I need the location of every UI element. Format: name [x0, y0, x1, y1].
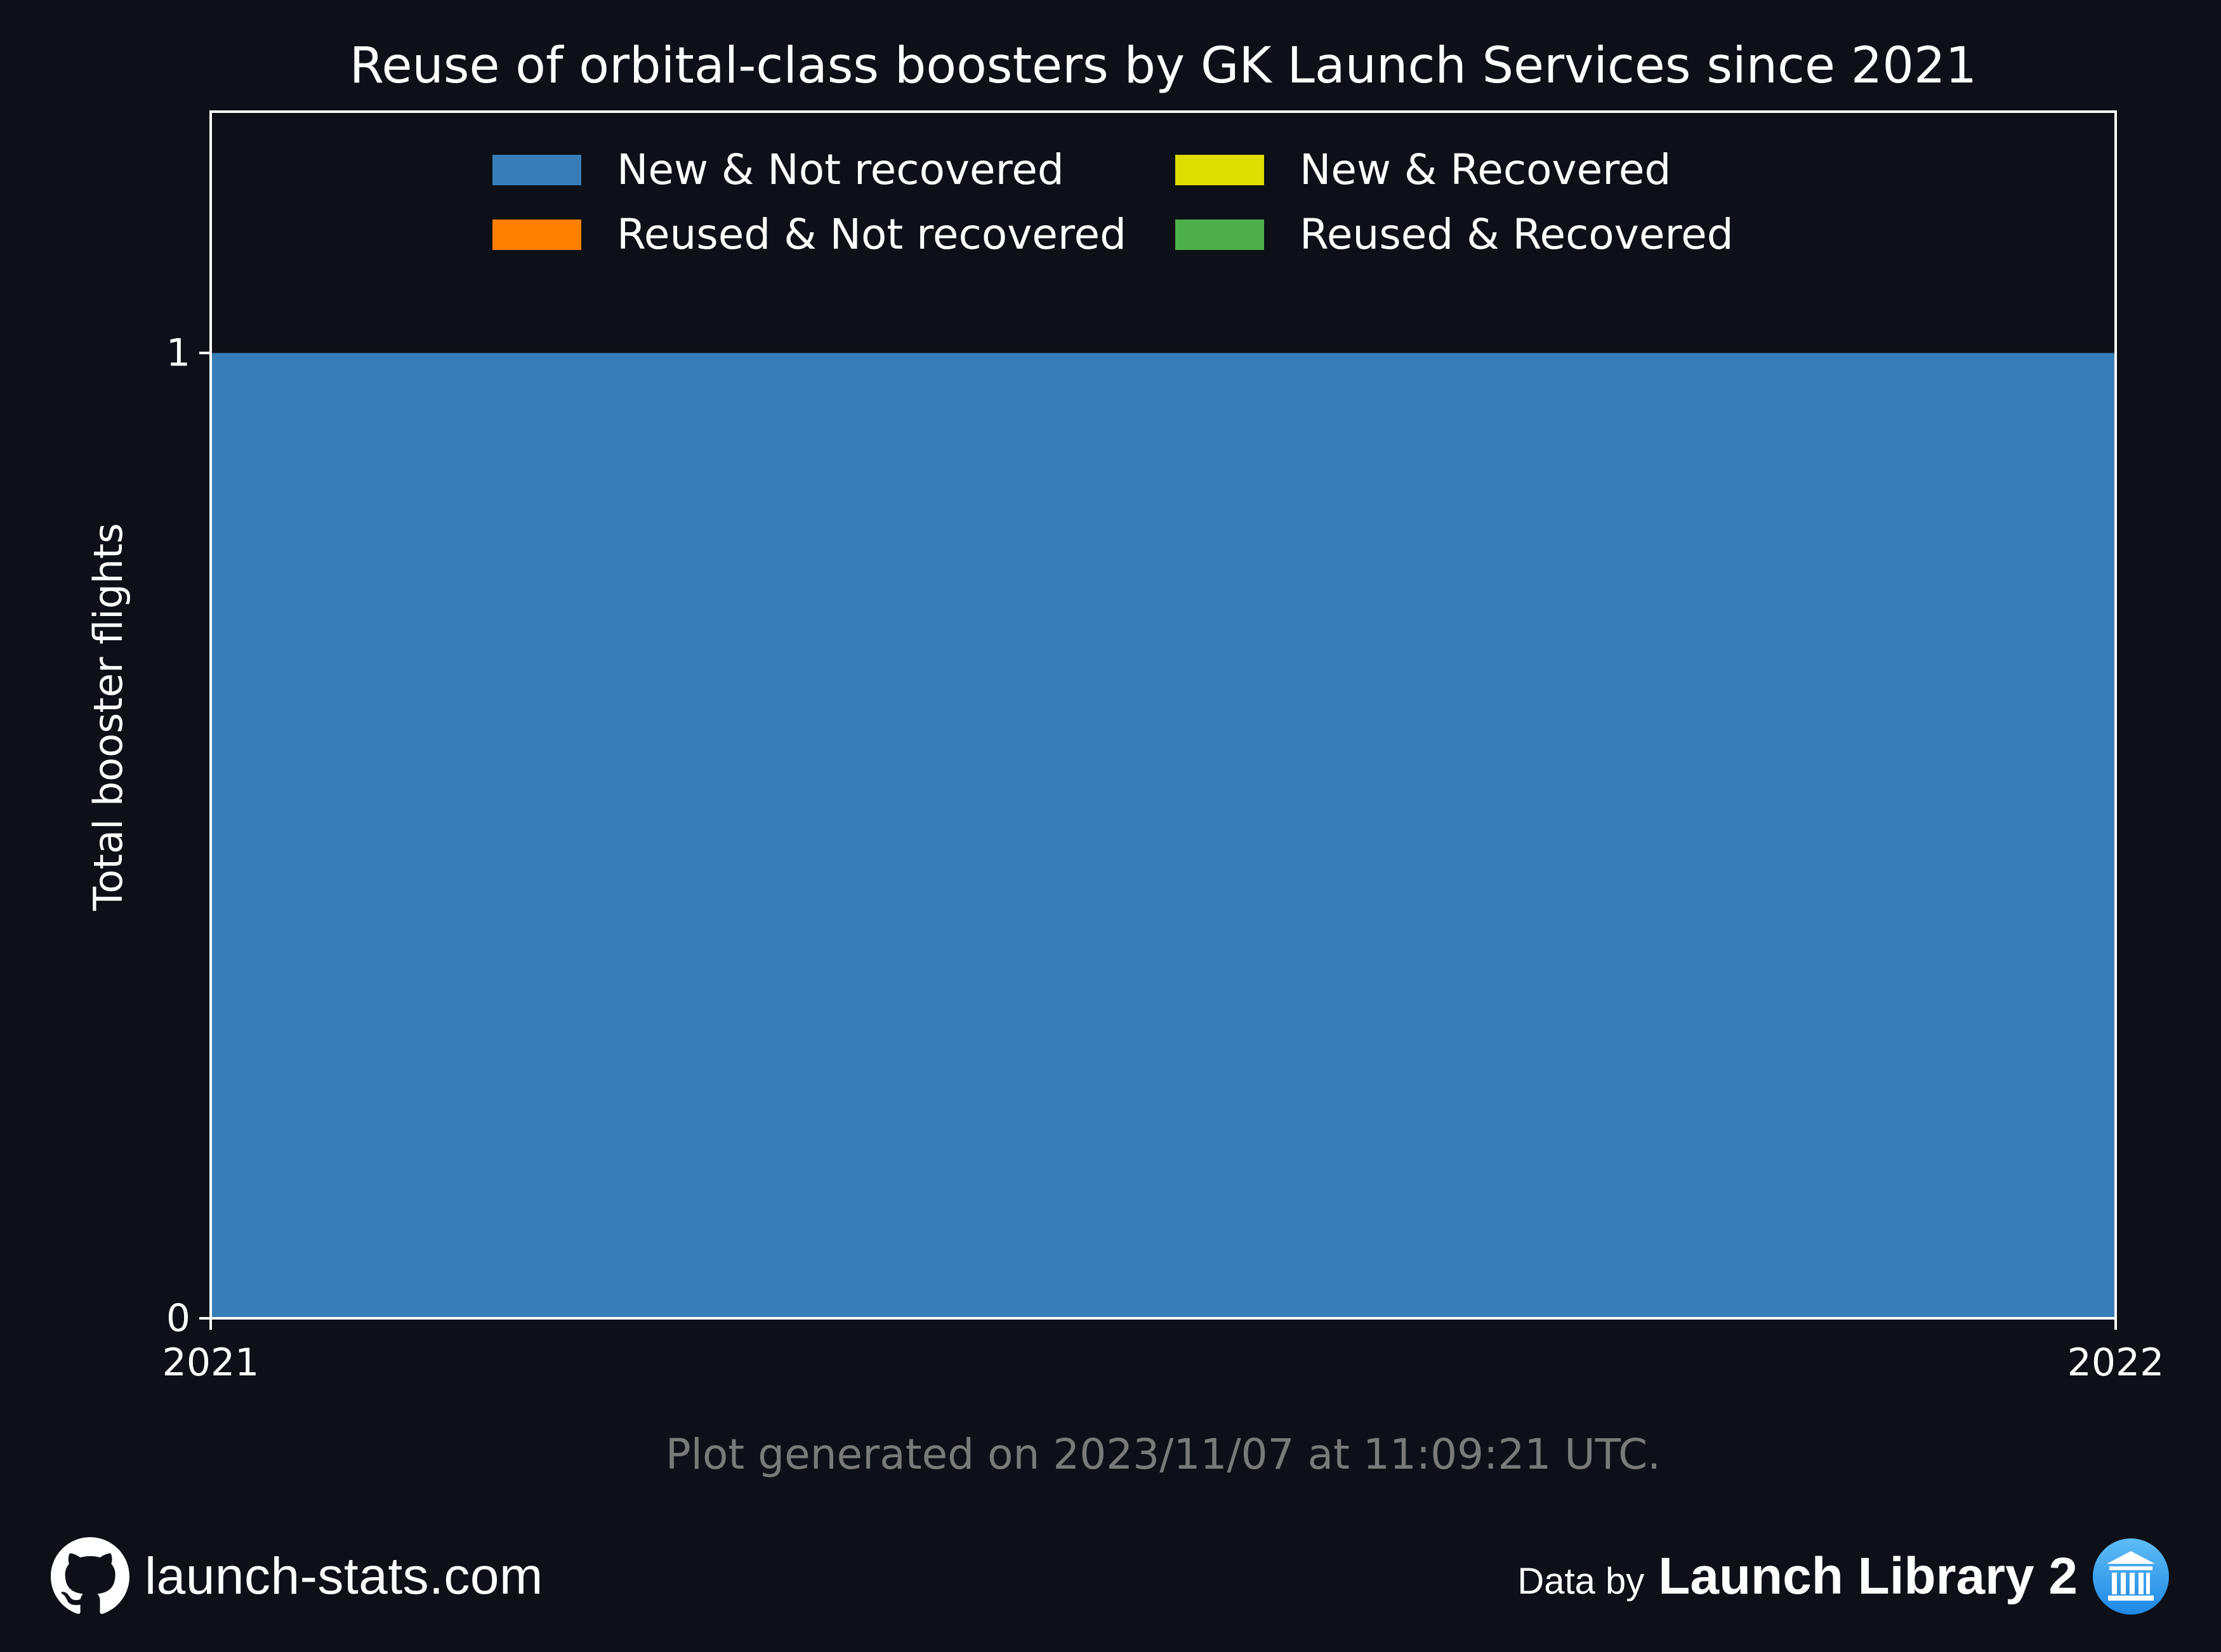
area-new-not-recovered — [211, 353, 2116, 1318]
launch-library-logo-icon — [2092, 1537, 2170, 1616]
legend-label: Reused & Recovered — [1300, 210, 1734, 259]
legend-swatch — [1175, 220, 1264, 250]
y-axis-label: Total booster flights — [85, 523, 131, 911]
legend-swatch — [492, 220, 581, 250]
x-tick-label: 2021 — [162, 1341, 260, 1385]
axes-layer: 0 1 2021 2022 — [162, 110, 2165, 1385]
legend-label: New & Recovered — [1300, 145, 1671, 194]
legend-label: New & Not recovered — [617, 145, 1064, 194]
footer-data-source[interactable]: Data by Launch Library 2 — [1517, 1535, 2170, 1618]
legend-swatch — [492, 155, 581, 185]
source-name[interactable]: Launch Library 2 — [1658, 1547, 2078, 1605]
plot-area — [211, 353, 2116, 1318]
github-icon — [51, 1537, 129, 1616]
x-tick-label: 2022 — [2067, 1341, 2165, 1385]
legend: New & Not recovered Reused & Not recovere… — [492, 145, 1734, 259]
chart-title: Reuse of orbital-class boosters by GK La… — [350, 37, 1977, 95]
footer-site[interactable]: launch-stats.com — [51, 1535, 543, 1618]
site-link[interactable]: launch-stats.com — [145, 1547, 543, 1605]
generated-timestamp: Plot generated on 2023/11/07 at 11:09:21… — [666, 1430, 1661, 1479]
data-by-label: Data by — [1517, 1560, 1645, 1602]
y-tick-label: 1 — [166, 331, 190, 375]
legend-label: Reused & Not recovered — [617, 210, 1126, 259]
y-tick-label: 0 — [166, 1296, 190, 1341]
axes-frame — [209, 110, 2117, 1320]
legend-swatch — [1175, 155, 1264, 185]
